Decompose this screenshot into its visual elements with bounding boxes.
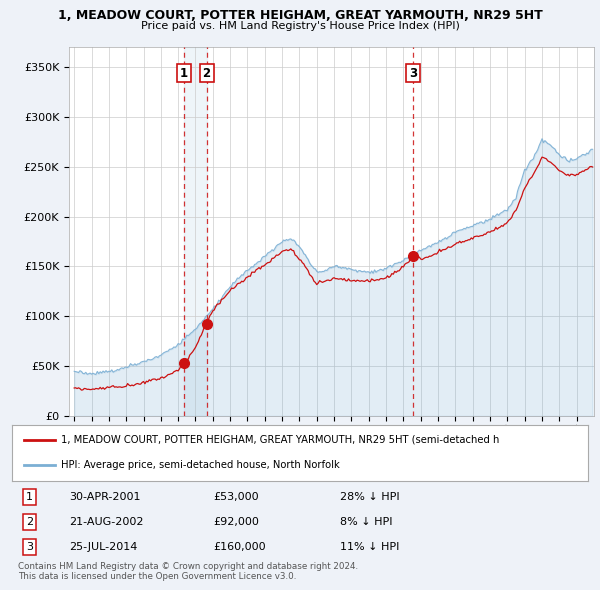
Text: 2: 2 [26, 517, 33, 527]
Text: 1, MEADOW COURT, POTTER HEIGHAM, GREAT YARMOUTH, NR29 5HT: 1, MEADOW COURT, POTTER HEIGHAM, GREAT Y… [58, 9, 542, 22]
Text: 1, MEADOW COURT, POTTER HEIGHAM, GREAT YARMOUTH, NR29 5HT (semi-detached h: 1, MEADOW COURT, POTTER HEIGHAM, GREAT Y… [61, 435, 499, 445]
Text: 11% ↓ HPI: 11% ↓ HPI [340, 542, 400, 552]
Text: This data is licensed under the Open Government Licence v3.0.: This data is licensed under the Open Gov… [18, 572, 296, 581]
Text: 2: 2 [203, 67, 211, 80]
Text: £53,000: £53,000 [214, 492, 259, 502]
Text: 25-JUL-2014: 25-JUL-2014 [70, 542, 138, 552]
Text: Contains HM Land Registry data © Crown copyright and database right 2024.: Contains HM Land Registry data © Crown c… [18, 562, 358, 571]
Text: £160,000: £160,000 [214, 542, 266, 552]
Text: 3: 3 [26, 542, 33, 552]
Text: 1: 1 [26, 492, 33, 502]
Text: 3: 3 [409, 67, 417, 80]
Bar [184, 47, 206, 416]
Text: 28% ↓ HPI: 28% ↓ HPI [340, 492, 400, 502]
Text: 1: 1 [180, 67, 188, 80]
Text: 8% ↓ HPI: 8% ↓ HPI [340, 517, 393, 527]
Text: Price paid vs. HM Land Registry's House Price Index (HPI): Price paid vs. HM Land Registry's House … [140, 21, 460, 31]
Text: 21-AUG-2002: 21-AUG-2002 [70, 517, 144, 527]
Text: £92,000: £92,000 [214, 517, 259, 527]
Text: HPI: Average price, semi-detached house, North Norfolk: HPI: Average price, semi-detached house,… [61, 460, 340, 470]
Text: 30-APR-2001: 30-APR-2001 [70, 492, 141, 502]
